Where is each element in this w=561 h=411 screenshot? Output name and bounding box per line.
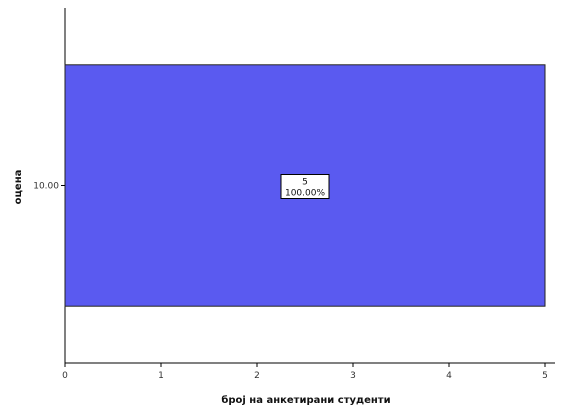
x-tick-label: 0 (62, 371, 68, 381)
x-tick-label: 3 (350, 371, 356, 381)
data-label-box (280, 174, 330, 199)
data-label-count: 5 (302, 178, 308, 188)
y-tick-label: 10.00 (33, 182, 59, 192)
data-label-percent: 100.00% (285, 189, 325, 199)
x-tick-label: 4 (446, 371, 452, 381)
y-axis-title: оцена (13, 170, 24, 205)
x-axis-title: број на анкетирани студенти (221, 394, 390, 406)
x-tick-label: 5 (542, 371, 548, 381)
x-tick-label: 2 (254, 371, 260, 381)
x-tick-label: 1 (158, 371, 164, 381)
